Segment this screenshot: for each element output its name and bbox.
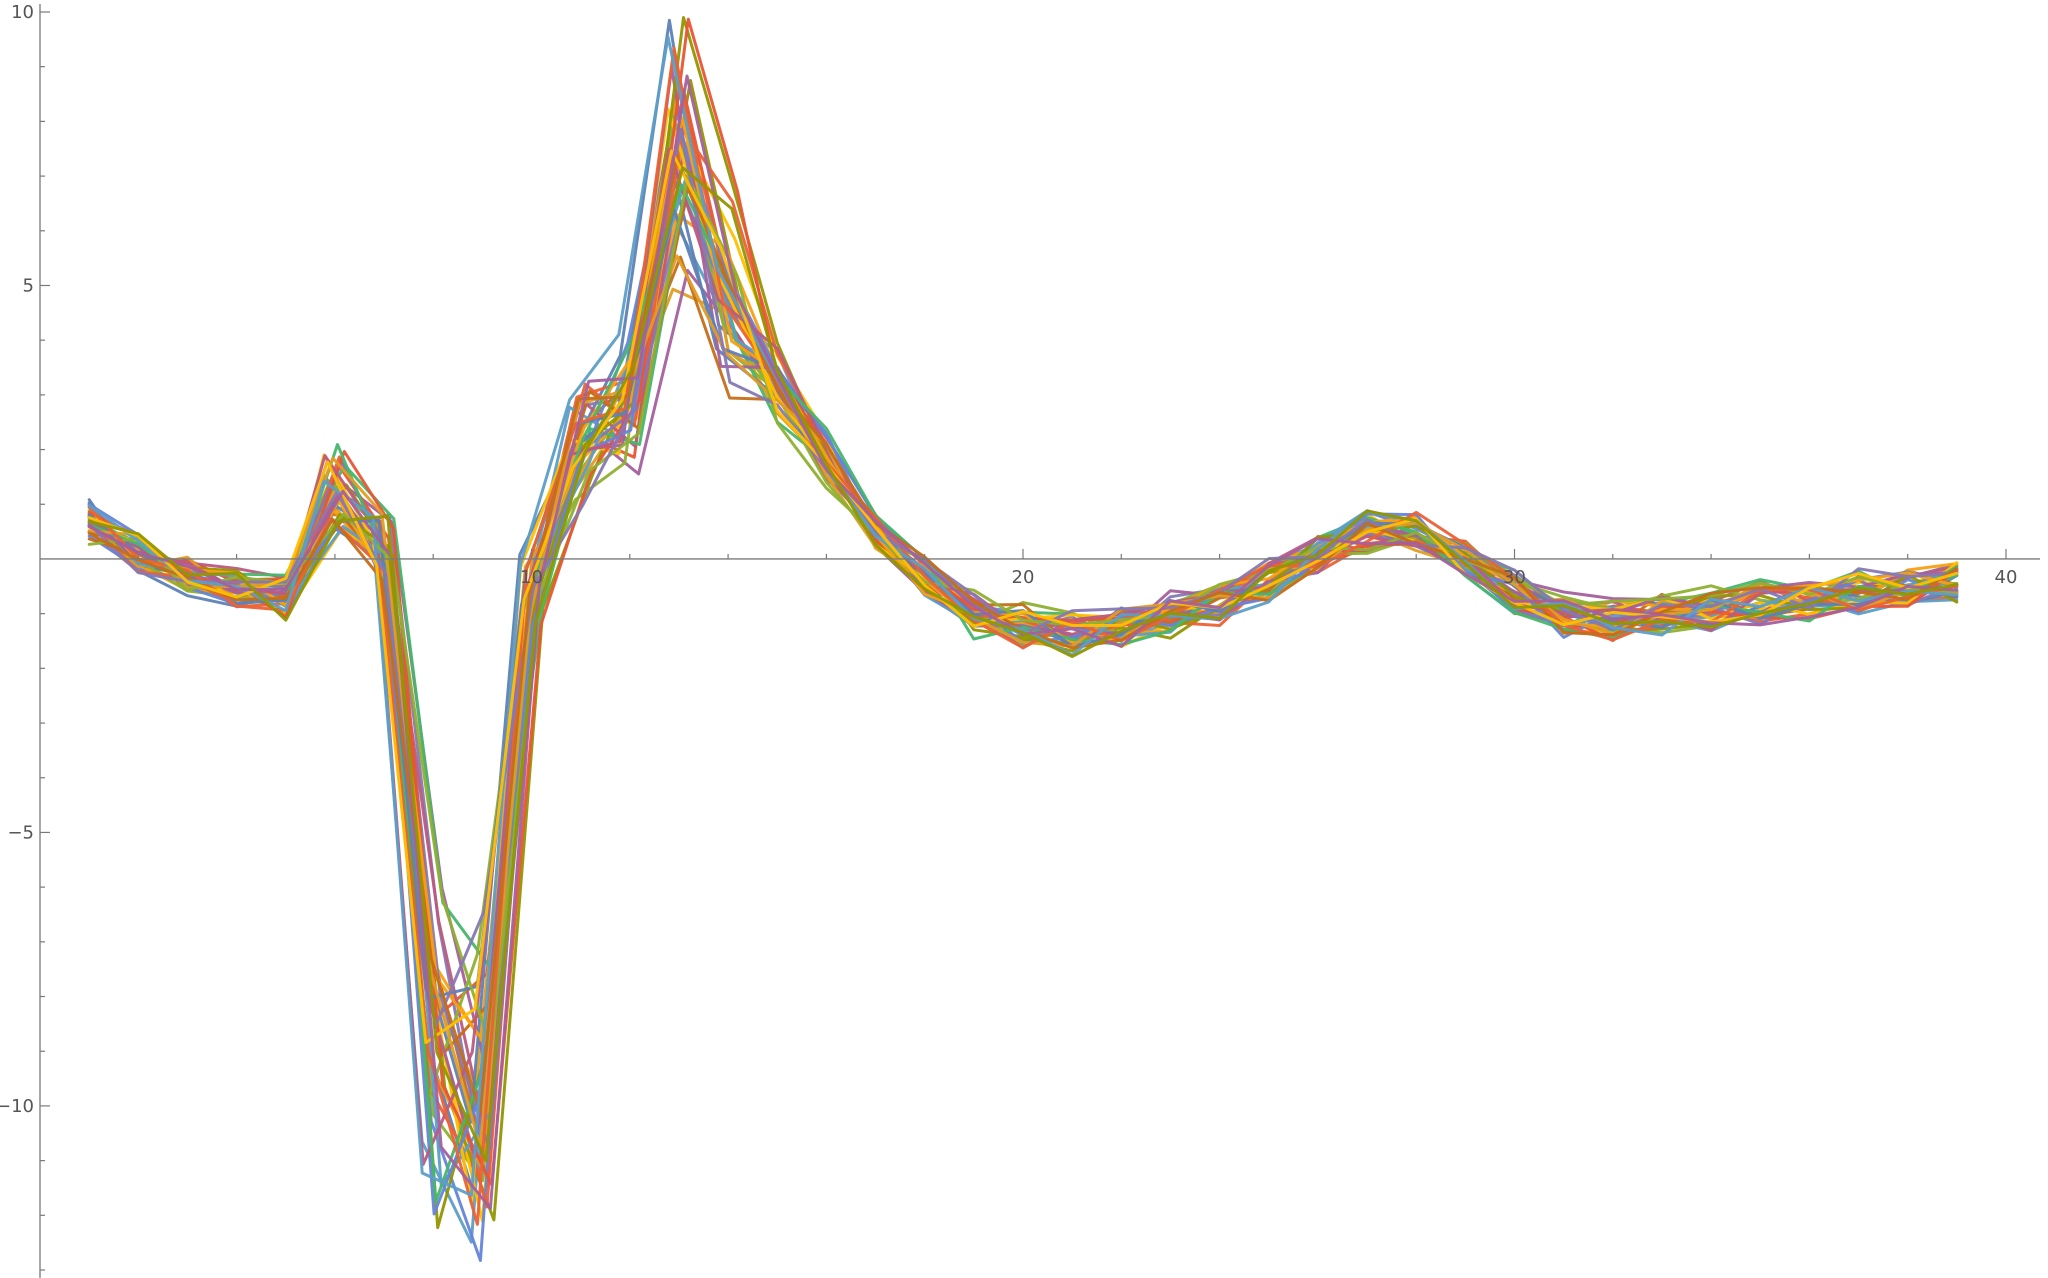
series-line — [87, 255, 1959, 1162]
series-line — [87, 199, 1959, 1151]
series-line — [87, 175, 1959, 1051]
series-line — [87, 147, 1959, 1166]
y-tick-label: −5 — [7, 822, 34, 843]
series-line — [87, 110, 1959, 1262]
series-line — [87, 46, 1959, 1226]
series-line — [87, 172, 1959, 1188]
series-line — [87, 205, 1959, 1244]
y-tick-label: 5 — [23, 275, 34, 296]
series-line — [87, 127, 1959, 1216]
series-line — [87, 129, 1959, 1209]
series-line — [87, 254, 1959, 1149]
x-tick-label: 40 — [1995, 567, 2018, 588]
series-line — [87, 166, 1959, 1163]
series-line — [87, 107, 1959, 1206]
series-line — [87, 141, 1959, 1223]
x-tick-label: 30 — [1503, 567, 1526, 588]
series-line — [87, 183, 1959, 1204]
y-tick-label: −10 — [0, 1096, 34, 1117]
x-tick-label: 10 — [520, 567, 543, 588]
series-line — [87, 287, 1959, 1089]
x-tick-label: 20 — [1012, 567, 1035, 588]
series-line — [87, 79, 1959, 1222]
y-tick-label: 10 — [11, 2, 34, 23]
series-line — [87, 269, 1959, 1091]
series-line — [87, 196, 1959, 1187]
series-line — [87, 35, 1959, 1197]
series-layer — [87, 16, 1959, 1262]
